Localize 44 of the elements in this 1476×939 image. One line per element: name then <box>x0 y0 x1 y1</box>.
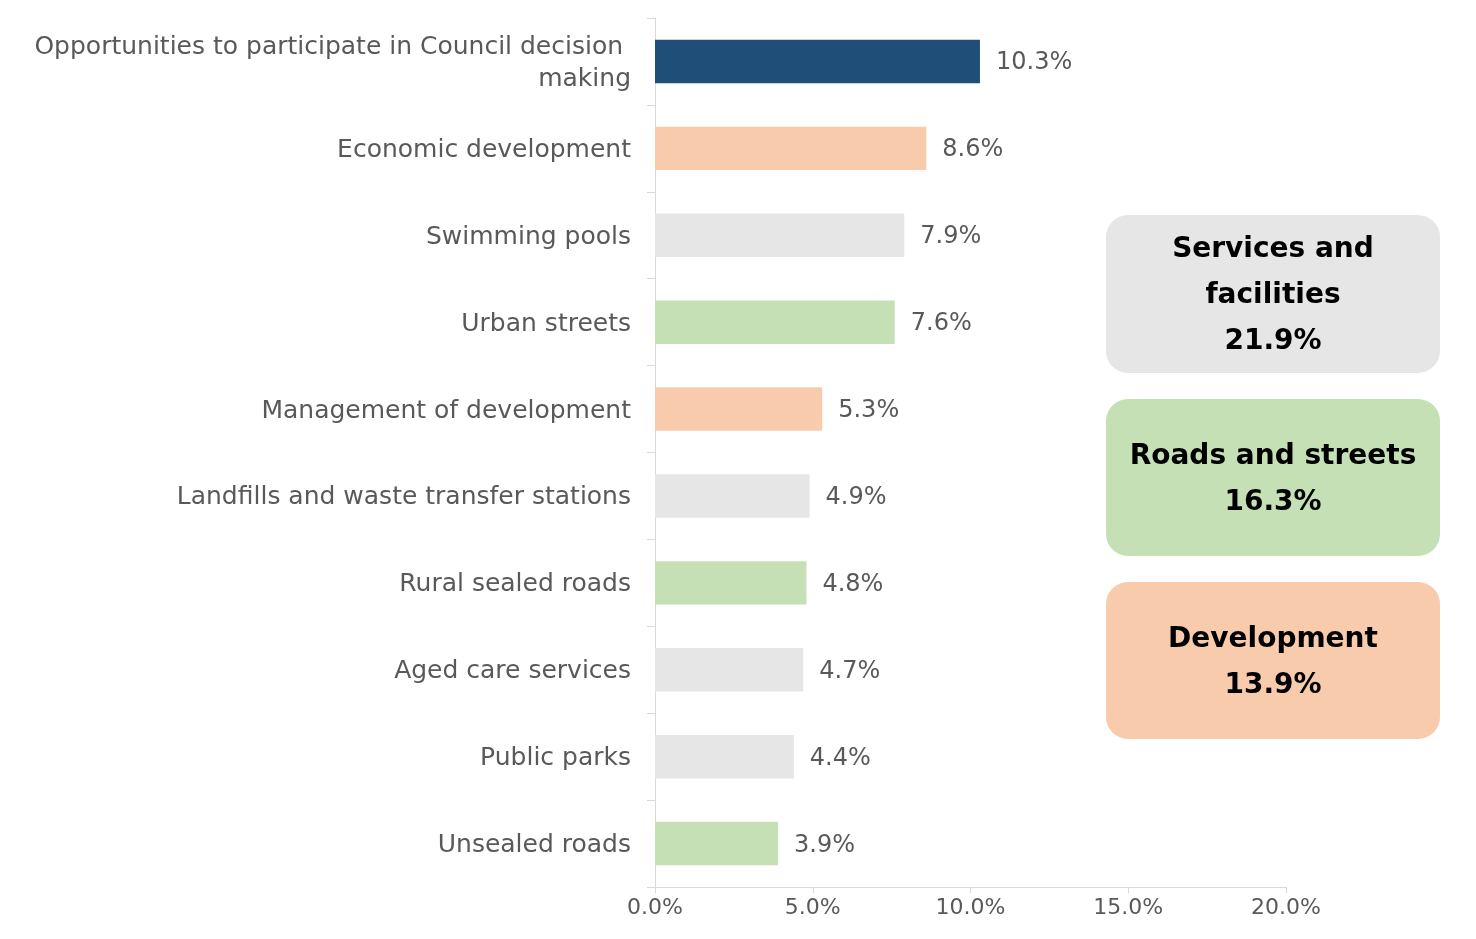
data-label: 10.3% <box>995 47 1073 76</box>
annotation: Services and facilities <box>1172 231 1374 310</box>
y-tick-label: Rural sealed roads <box>399 568 631 598</box>
bar <box>655 648 804 692</box>
annotation: Roads and streets <box>1129 437 1417 471</box>
bar <box>655 734 794 779</box>
y-tick-label: Landfills and waste transfer stations <box>176 481 631 511</box>
category-card: Services and facilities 21.9% <box>1106 215 1440 373</box>
data-label: 3.9% <box>794 829 856 858</box>
x-tick-label: 0.0% <box>627 893 683 919</box>
category-card: Roads and streets 16.3% <box>1106 399 1440 556</box>
data-label: 4.9% <box>825 481 887 510</box>
annotation: 13.9% <box>1224 666 1322 700</box>
bar <box>655 387 823 431</box>
data-label: 4.8% <box>822 568 884 597</box>
y-tick-label: Economic development <box>337 133 632 163</box>
data-label: 7.6% <box>910 308 972 337</box>
y-tick-label: Public parks <box>480 742 631 772</box>
x-tick-label: 5.0% <box>784 893 841 919</box>
y-tick-label: Aged care services <box>394 655 631 685</box>
data-label: 8.6% <box>942 134 1004 163</box>
category-card: Development 13.9% <box>1106 582 1440 739</box>
bar <box>655 126 927 171</box>
bar <box>655 821 779 866</box>
data-label: 4.4% <box>809 742 871 771</box>
x-tick-label: 15.0% <box>1093 893 1164 919</box>
bar <box>655 213 905 257</box>
bar <box>655 474 810 518</box>
annotation: 21.9% <box>1224 323 1322 356</box>
y-tick-label: Swimming pools <box>425 220 631 250</box>
data-label: 5.3% <box>838 395 900 424</box>
y-tick-label: Management of development <box>261 394 632 424</box>
bar <box>655 300 895 344</box>
x-tick-label: 10.0% <box>935 893 1006 919</box>
y-tick-label: Opportunities to participate in Council decision making <box>34 30 631 92</box>
bar <box>655 561 807 605</box>
y-tick-label: Urban streets <box>461 307 631 337</box>
data-label: 7.9% <box>920 221 982 250</box>
y-tick-label: Unsealed roads <box>437 829 631 859</box>
x-tick-label: 20.0% <box>1251 893 1321 919</box>
annotation: 16.3% <box>1224 483 1322 517</box>
bar <box>655 39 980 84</box>
annotation: Development <box>1168 620 1378 654</box>
data-label: 4.7% <box>819 655 881 684</box>
